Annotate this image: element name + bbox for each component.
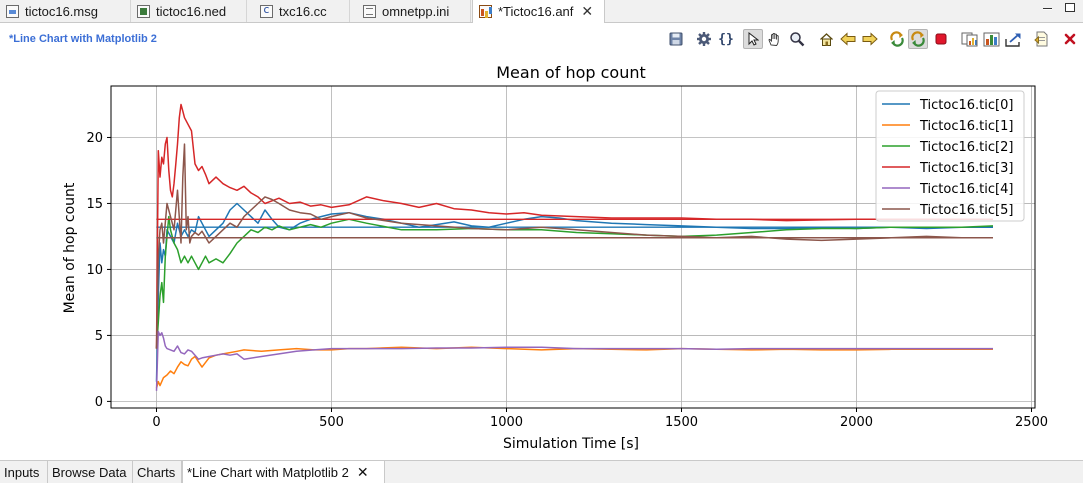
legend-box xyxy=(875,90,1025,222)
editor-tab-tictoc16-msg[interactable]: tictoc16.msg xyxy=(0,0,131,22)
chart-series-group xyxy=(155,103,994,391)
cpp-file-icon xyxy=(260,3,273,18)
close-x-icon[interactable] xyxy=(1060,29,1080,49)
pointer-icon[interactable] xyxy=(743,29,763,49)
y-axis-label: Mean of hop count xyxy=(62,182,78,313)
legend-entry: Tictoc16.tic[4] xyxy=(919,182,1013,197)
line-chart[interactable]: 0 500 1000 1500 2000 2500 0 5 10 15 20 Mean of hop… xyxy=(0,56,1083,458)
auto-refresh-icon[interactable] xyxy=(908,29,928,49)
ned-file-icon xyxy=(137,4,150,18)
x-tick-label: 2000 xyxy=(840,415,873,430)
x-axis-label: Simulation Time [s] xyxy=(503,436,639,452)
x-tick-label: 1500 xyxy=(665,415,698,430)
editor-title: *Line Chart with Matplotlib 2 xyxy=(9,33,157,45)
chart-ticks: 0 500 1000 1500 2000 2500 0 5 10 15 20 xyxy=(86,131,1048,430)
tab-label: omnetpp.ini xyxy=(382,3,450,19)
y-tick-label: 5 xyxy=(95,329,103,344)
editor-tab-tictoc16-ned[interactable]: tictoc16.ned xyxy=(131,0,247,22)
chart-legend: Tictoc16.tic[0] Tictoc16.tic[1] Tictoc16.t… xyxy=(875,90,1025,222)
copy-image-icon[interactable] xyxy=(959,29,979,49)
legend-entry: Tictoc16.tic[5] xyxy=(919,203,1013,218)
back-arrow-icon[interactable] xyxy=(838,29,858,49)
x-tick-label: 0 xyxy=(152,415,160,430)
ini-file-icon xyxy=(363,4,376,18)
tab-charts[interactable]: Charts xyxy=(133,461,182,483)
tab-browse-data[interactable]: Browse Data xyxy=(48,461,133,483)
y-tick-label: 20 xyxy=(86,131,103,146)
pan-hand-icon[interactable] xyxy=(764,29,784,49)
plot-frame xyxy=(110,85,1036,409)
series-line-tic-5 xyxy=(155,143,993,349)
x-tick-label: 1000 xyxy=(490,415,523,430)
open-script-icon[interactable] xyxy=(1031,29,1051,49)
legend-entry: Tictoc16.tic[3] xyxy=(919,161,1013,176)
tab-label: tictoc16.ned xyxy=(156,3,227,19)
close-tab-icon[interactable]: ✕ xyxy=(356,463,369,480)
close-tab-icon[interactable]: ✕ xyxy=(581,3,594,19)
editor-tab-txc16-cc[interactable]: txc16.cc xyxy=(254,0,350,22)
home-icon[interactable] xyxy=(816,29,836,49)
legend-entry: Tictoc16.tic[1] xyxy=(919,119,1013,134)
bottom-tab-bar: Inputs Browse Data Charts *Line Chart wi… xyxy=(0,460,1083,483)
msg-file-icon xyxy=(6,4,19,18)
tab-label: *Tictoc16.anf xyxy=(498,4,574,19)
save-icon[interactable] xyxy=(666,29,686,49)
series-line-tic-2 xyxy=(155,215,994,349)
y-tick-label: 10 xyxy=(86,263,103,278)
editor-tab-omnetpp-ini[interactable]: omnetpp.ini xyxy=(357,0,471,22)
export-data-icon[interactable] xyxy=(1003,29,1023,49)
editor-tab-tictoc16-anf[interactable]: *Tictoc16.anf ✕ xyxy=(472,0,605,23)
series-line-tic-4 xyxy=(155,330,993,391)
legend-entry: Tictoc16.tic[0] xyxy=(919,98,1013,113)
settings-gear-icon[interactable] xyxy=(694,29,714,49)
x-tick-label: 2500 xyxy=(1015,415,1048,430)
legend-entry: Tictoc16.tic[2] xyxy=(919,140,1013,155)
tab-label: txc16.cc xyxy=(279,3,327,19)
minimize-icon[interactable] xyxy=(1043,8,1052,10)
zoom-magnifier-icon[interactable] xyxy=(787,29,807,49)
maximize-icon[interactable] xyxy=(1065,3,1075,12)
chart-title: Mean of hop count xyxy=(496,63,646,82)
tab-inputs[interactable]: Inputs xyxy=(0,461,48,483)
anf-file-icon xyxy=(479,5,492,18)
x-tick-label: 500 xyxy=(319,415,344,430)
y-tick-label: 0 xyxy=(95,395,103,410)
forward-arrow-icon[interactable] xyxy=(860,29,880,49)
y-tick-label: 15 xyxy=(86,197,103,212)
refresh-icon[interactable] xyxy=(887,29,907,49)
stop-icon[interactable] xyxy=(931,29,951,49)
tab-label: *Line Chart with Matplotlib 2 xyxy=(187,464,349,480)
tab-line-chart-matplotlib-2[interactable]: *Line Chart with Matplotlib 2 ✕ xyxy=(182,461,385,483)
series-line-tic-3 xyxy=(155,103,993,349)
editor-tab-bar: tictoc16.msg tictoc16.ned txc16.cc omnet… xyxy=(0,0,1083,23)
export-image-icon[interactable] xyxy=(981,29,1001,49)
tab-label: tictoc16.msg xyxy=(25,3,98,19)
braces-icon[interactable]: {} xyxy=(718,31,734,47)
